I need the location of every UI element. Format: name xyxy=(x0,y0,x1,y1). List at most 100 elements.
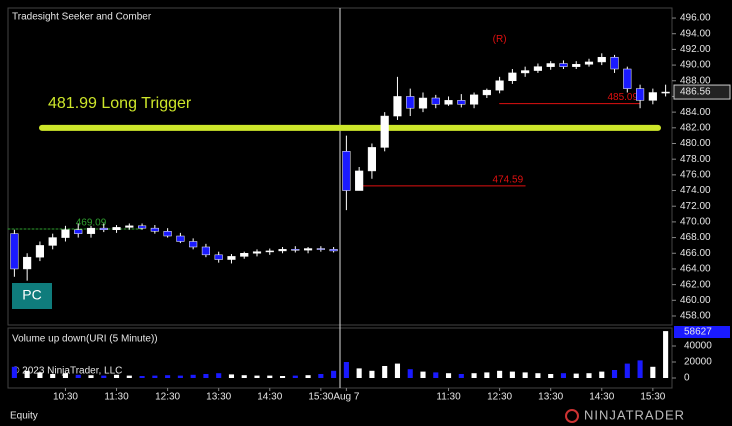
candle-body xyxy=(163,231,172,237)
candle-body xyxy=(252,251,262,254)
candle-body xyxy=(125,225,134,228)
volume-bar xyxy=(497,370,503,378)
candle-body xyxy=(572,64,581,67)
candle-body xyxy=(559,63,568,67)
candle-body xyxy=(495,80,504,91)
y-tick-label: 492.00 xyxy=(680,44,711,55)
volume-bar xyxy=(24,370,30,378)
volume-bar xyxy=(522,372,528,378)
volume-bar xyxy=(152,375,158,378)
volume-bar xyxy=(50,374,56,378)
y-tick-label: 474.00 xyxy=(680,185,711,196)
candle-body xyxy=(533,66,543,71)
level-label: 481.99 Long Trigger xyxy=(48,95,192,112)
volume-bar xyxy=(650,366,656,378)
brand-logo xyxy=(565,409,579,423)
volume-bar xyxy=(663,331,669,378)
candle-body xyxy=(469,94,479,105)
x-tick-label: 12:30 xyxy=(155,392,180,403)
candle-body xyxy=(265,250,274,253)
candle-body xyxy=(623,68,632,89)
volume-bar xyxy=(279,376,286,378)
volume-bar xyxy=(216,373,222,378)
x-tick-label: 15:30 xyxy=(640,392,665,403)
y-tick-label: 472.00 xyxy=(680,201,711,212)
volume-bar xyxy=(382,366,388,378)
volume-bar xyxy=(509,371,515,378)
x-tick-label: 11:30 xyxy=(104,392,129,403)
volume-bar xyxy=(573,373,579,378)
volume-bar xyxy=(292,375,298,378)
candle-body xyxy=(648,92,657,101)
marker-label: (R) xyxy=(493,34,507,45)
volume-bar xyxy=(305,375,311,378)
candle-body xyxy=(214,254,223,260)
candle-body xyxy=(457,100,466,105)
y-tick-label: 468.00 xyxy=(680,232,711,243)
candle-body xyxy=(661,91,670,94)
volume-bar xyxy=(624,363,630,378)
x-tick-label: 12:30 xyxy=(487,392,512,403)
volume-bar xyxy=(394,363,401,378)
y-tick-label: 496.00 xyxy=(680,13,711,24)
candle-body xyxy=(316,248,325,250)
volume-bar xyxy=(433,372,439,378)
candle-body xyxy=(355,170,364,191)
volume-bar xyxy=(458,374,464,378)
instrument-type: Equity xyxy=(10,411,38,422)
candle-body xyxy=(240,253,249,257)
y-tick-label: 464.00 xyxy=(680,264,711,275)
chart-title: Tradesight Seeker and Comber xyxy=(12,12,152,23)
volume-bar xyxy=(241,375,247,378)
candle-body xyxy=(189,241,198,248)
candle-body xyxy=(406,96,415,109)
candle-body xyxy=(61,229,70,238)
copyright: © 2023 NinjaTrader, LLC xyxy=(12,366,122,377)
badge: PC xyxy=(22,287,41,303)
candle-body xyxy=(546,63,555,67)
candle-body xyxy=(508,72,517,82)
volume-tick-label: 20000 xyxy=(684,357,712,368)
volume-bar xyxy=(471,373,477,378)
candle-body xyxy=(74,229,83,234)
last-price-box xyxy=(673,84,731,100)
x-tick-label: 13:30 xyxy=(538,392,563,403)
y-tick-label: 480.00 xyxy=(680,138,711,149)
x-tick-label: 14:30 xyxy=(589,392,614,403)
y-tick-label: 488.00 xyxy=(680,75,711,86)
volume-bar xyxy=(548,374,554,378)
volume-bar xyxy=(356,368,362,378)
volume-bar xyxy=(560,373,567,378)
x-tick-label: 14:30 xyxy=(257,392,282,403)
x-tick-label: 13:30 xyxy=(206,392,231,403)
x-tick-label: 15:30 xyxy=(308,392,333,403)
candle-body xyxy=(86,227,96,234)
volume-bar xyxy=(62,373,69,378)
volume-bar xyxy=(113,374,120,378)
candle-body xyxy=(431,97,440,105)
volume-bar xyxy=(190,374,196,378)
candle-body xyxy=(99,227,108,230)
candle-body xyxy=(610,56,619,70)
volume-title: Volume up down(URI (5 Minute)) xyxy=(12,334,158,345)
candle-body xyxy=(584,61,594,65)
candle-body xyxy=(137,225,147,229)
candle-body xyxy=(10,233,19,270)
candle-body xyxy=(367,147,377,172)
last-volume: 58627 xyxy=(684,327,712,338)
candle-body xyxy=(329,249,338,252)
volume-bar xyxy=(165,375,171,378)
volume-bar xyxy=(75,374,81,378)
volume-bar xyxy=(343,362,349,378)
y-tick-label: 470.00 xyxy=(680,217,711,228)
y-tick-label: 458.00 xyxy=(680,311,711,322)
last-volume-box xyxy=(674,326,730,338)
y-tick-label: 484.00 xyxy=(680,107,711,118)
volume-bar xyxy=(267,375,273,378)
y-tick-label: 476.00 xyxy=(680,169,711,180)
volume-bar xyxy=(203,374,209,378)
volume-bar xyxy=(11,366,17,378)
volume-bar xyxy=(484,372,490,378)
